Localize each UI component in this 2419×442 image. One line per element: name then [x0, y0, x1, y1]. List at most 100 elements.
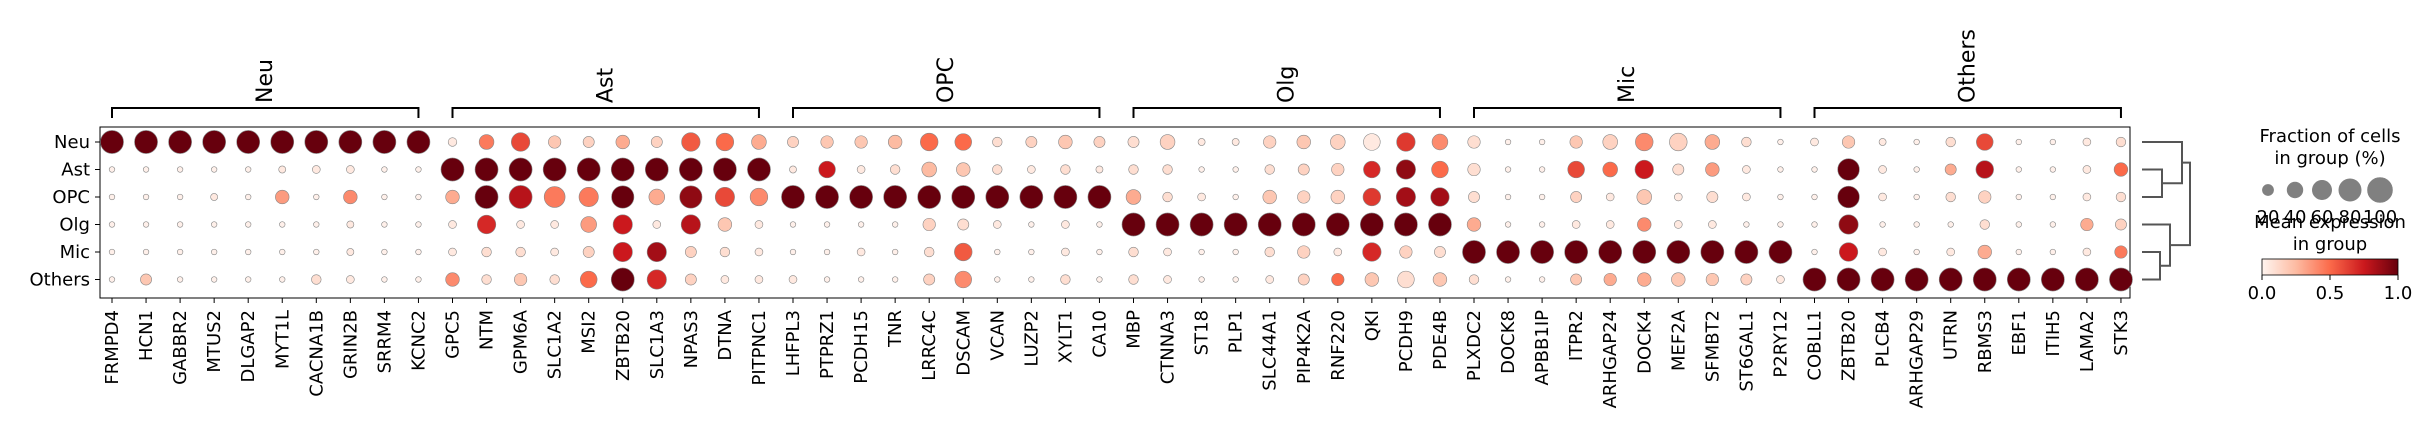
dot-neu-frmpd4	[100, 130, 124, 154]
dot-ast-kcnc2	[415, 166, 422, 173]
row-label-olg: Olg	[59, 215, 90, 236]
dot-mic-ntm	[481, 246, 492, 258]
dendrogram-branch	[2170, 161, 2191, 247]
dot-ast-frmpd4	[108, 166, 116, 173]
dot-others-arhgap29	[1904, 267, 1929, 292]
dot-mic-itih5	[2049, 248, 2056, 256]
dot-others-apbb1ip	[1539, 276, 1546, 283]
dot-opc-mbp	[1125, 189, 1142, 205]
dot-ast-ptprz1	[818, 160, 836, 179]
dot-others-dock8	[1504, 276, 1512, 283]
dot-neu-pcdh9	[1396, 132, 1416, 152]
gene-label: DTNA	[715, 309, 736, 360]
dot-olg-dock4	[1637, 217, 1652, 232]
dot-others-pitpnc1	[754, 275, 764, 284]
dot-opc-plp1	[1232, 193, 1239, 201]
dot-neu-plcb4	[1878, 138, 1887, 146]
dot-mic-pcdh9	[1399, 245, 1413, 259]
dot-opc-zbtb20	[1837, 185, 1860, 209]
dot-opc-cacna1b	[313, 193, 320, 201]
dot-olg-pde4b	[1428, 212, 1452, 237]
dot-opc-qki	[1362, 187, 1381, 207]
dot-olg-qki	[1360, 212, 1384, 237]
gene-label: MBP	[1124, 310, 1145, 349]
dot-ast-dtna	[713, 157, 737, 182]
colorbar-tick-label: 1.0	[2384, 283, 2413, 304]
dot-opc-ctnna3	[1162, 191, 1173, 203]
dot-opc-dtna	[714, 187, 735, 207]
dot-neu-pitpnc1	[751, 134, 767, 150]
dot-opc-grin2b	[343, 189, 358, 205]
dot-mic-pde4b	[1434, 246, 1446, 258]
dot-others-pip4k2a	[1297, 273, 1310, 286]
gene-label: CA10	[1089, 310, 1110, 358]
dot-mic-srrm4	[381, 248, 388, 256]
dot-ast-xylt1	[1060, 164, 1071, 175]
size-legend-dot-80	[2338, 178, 2362, 202]
dot-opc-kcnc2	[415, 193, 422, 201]
dot-ast-luzp2	[1027, 165, 1036, 174]
dot-neu-dock8	[1504, 138, 1512, 146]
group-label-ast: Ast	[594, 67, 619, 103]
dot-ast-npas3	[679, 157, 703, 182]
dot-olg-pitpnc1	[754, 220, 764, 229]
dot-neu-utrn	[1945, 136, 1956, 148]
dot-opc-rnf220	[1330, 189, 1345, 205]
dot-olg-dock8	[1504, 221, 1512, 228]
dot-olg-vcan	[993, 220, 1002, 229]
dot-ast-st18	[1198, 166, 1205, 173]
group-bracket-neu	[111, 107, 420, 118]
dot-opc-ebf1	[2015, 193, 2022, 201]
dot-ast-lhfpl3	[789, 165, 797, 174]
dot-olg-rnf220	[1325, 212, 1350, 237]
dot-mic-p2ry12	[1768, 240, 1793, 264]
dot-opc-srrm4	[381, 193, 388, 201]
dot-opc-dscam	[951, 185, 976, 209]
gene-label: PLXDC2	[1464, 310, 1485, 381]
dot-ast-rbms3	[1975, 160, 1994, 179]
dot-others-mtus2	[211, 276, 218, 283]
dot-opc-pcdh9	[1395, 187, 1416, 207]
dot-others-p2ry12	[1776, 275, 1785, 284]
dot-mic-vcan	[994, 248, 1001, 256]
dot-others-plp1	[1232, 276, 1239, 283]
dot-opc-arhgap29	[1913, 193, 1920, 201]
dot-olg-itpr2	[1571, 220, 1581, 229]
dot-opc-hcn1	[142, 193, 150, 201]
dot-olg-hcn1	[142, 221, 150, 228]
group-label-neu: Neu	[253, 59, 278, 103]
dot-others-dock4	[1637, 272, 1652, 287]
dot-ast-st6gal1	[1742, 165, 1751, 174]
gene-label: ZBTB20	[613, 310, 634, 381]
dot-ast-plcb4	[1878, 165, 1887, 174]
dot-opc-slc1a2	[543, 186, 566, 208]
gene-label: SLC44A1	[1260, 310, 1281, 391]
gene-label: LHFPL3	[783, 310, 804, 376]
dot-mic-arhgap24	[1598, 240, 1623, 264]
dot-ast-gabbr2	[177, 166, 184, 173]
dot-others-st18	[1198, 276, 1205, 283]
dot-others-lrrc4c	[923, 273, 936, 286]
dot-neu-ntm	[478, 134, 495, 150]
dot-others-itih5	[2041, 267, 2065, 292]
dot-opc-pip4k2a	[1297, 190, 1311, 204]
gene-label: SFMBT2	[1702, 310, 1723, 382]
size-legend-label: 20	[2257, 207, 2280, 228]
dot-neu-gabbr2	[168, 130, 192, 154]
dot-olg-ptprz1	[823, 221, 831, 228]
dot-neu-ebf1	[2015, 138, 2022, 146]
group-label-olg: Olg	[1275, 66, 1300, 103]
dot-others-mbp	[1128, 274, 1139, 285]
dot-ast-tnr	[890, 164, 901, 175]
dot-neu-arhgap24	[1602, 134, 1618, 150]
dot-opc-pde4b	[1430, 187, 1450, 207]
gene-label: VCAN	[987, 310, 1008, 361]
dot-neu-stk3	[2115, 136, 2127, 148]
dot-olg-zbtb20	[612, 214, 633, 235]
dot-others-rbms3	[1972, 267, 1997, 292]
dendrogram-branch	[2142, 223, 2171, 267]
dot-others-dscam	[954, 270, 972, 289]
dot-others-kcnc2	[415, 276, 422, 283]
dot-others-ca10	[1096, 276, 1103, 283]
dot-olg-ctnna3	[1155, 212, 1180, 237]
